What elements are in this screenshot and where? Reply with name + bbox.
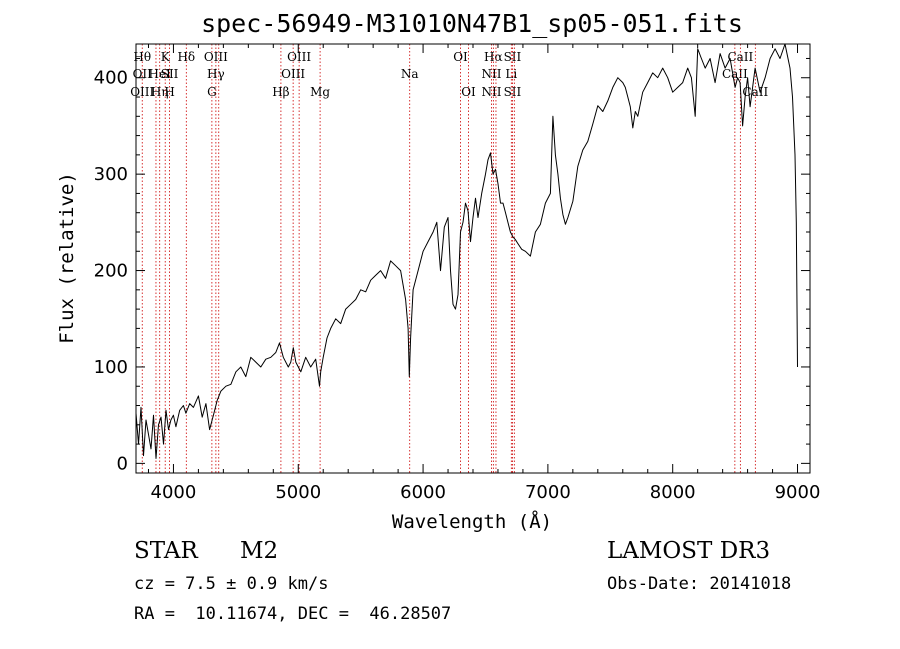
line-label: SII [504, 85, 522, 99]
coordinates: RA = 10.11674, DEC = 46.28507 [134, 604, 452, 624]
line-label: Li [505, 67, 517, 81]
plot-frame [135, 43, 811, 474]
line-label: Hγ [207, 67, 225, 81]
line-markers: HθOIIOIIIHeIHηKSIIHHδGOIIIHγHβOIIIOIIIMg… [130, 44, 768, 473]
line-label: NII [481, 67, 501, 81]
y-tick-label: 300 [94, 164, 128, 185]
line-label: SII [161, 67, 179, 81]
chart-title: spec-56949-M31010N47B1_sp05-051.fits [201, 9, 743, 38]
line-label: Hα [484, 50, 503, 64]
line-label: Na [401, 67, 419, 81]
line-label: SII [504, 50, 522, 64]
redshift-velocity: cz = 7.5 ± 0.9 km/s [134, 574, 329, 594]
observation-date: Obs-Date: 20141018 [607, 574, 792, 594]
line-label: OI [453, 50, 468, 64]
y-tick-label: 400 [94, 68, 128, 89]
line-label: OIII [287, 50, 311, 64]
line-label: G [207, 85, 217, 99]
line-label: OIII [281, 67, 305, 81]
line-label: CaII [722, 67, 748, 81]
x-axis-label: Wavelength (Å) [392, 510, 552, 533]
line-label: H [164, 85, 174, 99]
line-label: Hδ [177, 50, 195, 64]
x-tick-label: 6000 [400, 482, 446, 503]
x-tick-label: 8000 [650, 482, 696, 503]
line-label: Hη [151, 85, 169, 99]
y-tick-label: 100 [94, 357, 128, 378]
line-label: CaII [727, 50, 753, 64]
series-line-0 [135, 43, 798, 459]
y-axis-label: Flux (relative) [56, 172, 78, 344]
x-tick-label: 7000 [525, 482, 571, 503]
line-label: HeI [149, 67, 172, 81]
line-label: Hβ [272, 85, 289, 99]
survey-name: LAMOST DR3 [607, 538, 771, 564]
object-class: STAR [134, 538, 198, 564]
y-tick-label: 0 [117, 453, 128, 474]
line-label: OIII [204, 50, 228, 64]
axis-ticks: 4000 5000 6000 7000 8000 9000 0 100 200 300 400 [94, 44, 821, 503]
line-label: Mg [310, 85, 330, 99]
flux-series [135, 43, 798, 459]
line-label: Hθ [133, 50, 151, 64]
line-label: K [161, 50, 171, 64]
x-tick-label: 4000 [151, 482, 197, 503]
object-subclass: M2 [240, 538, 279, 564]
line-label: OI [461, 85, 476, 99]
line-label: NII [481, 85, 501, 99]
x-tick-label: 9000 [775, 482, 821, 503]
y-tick-label: 200 [94, 261, 128, 282]
x-tick-label: 5000 [275, 482, 321, 503]
